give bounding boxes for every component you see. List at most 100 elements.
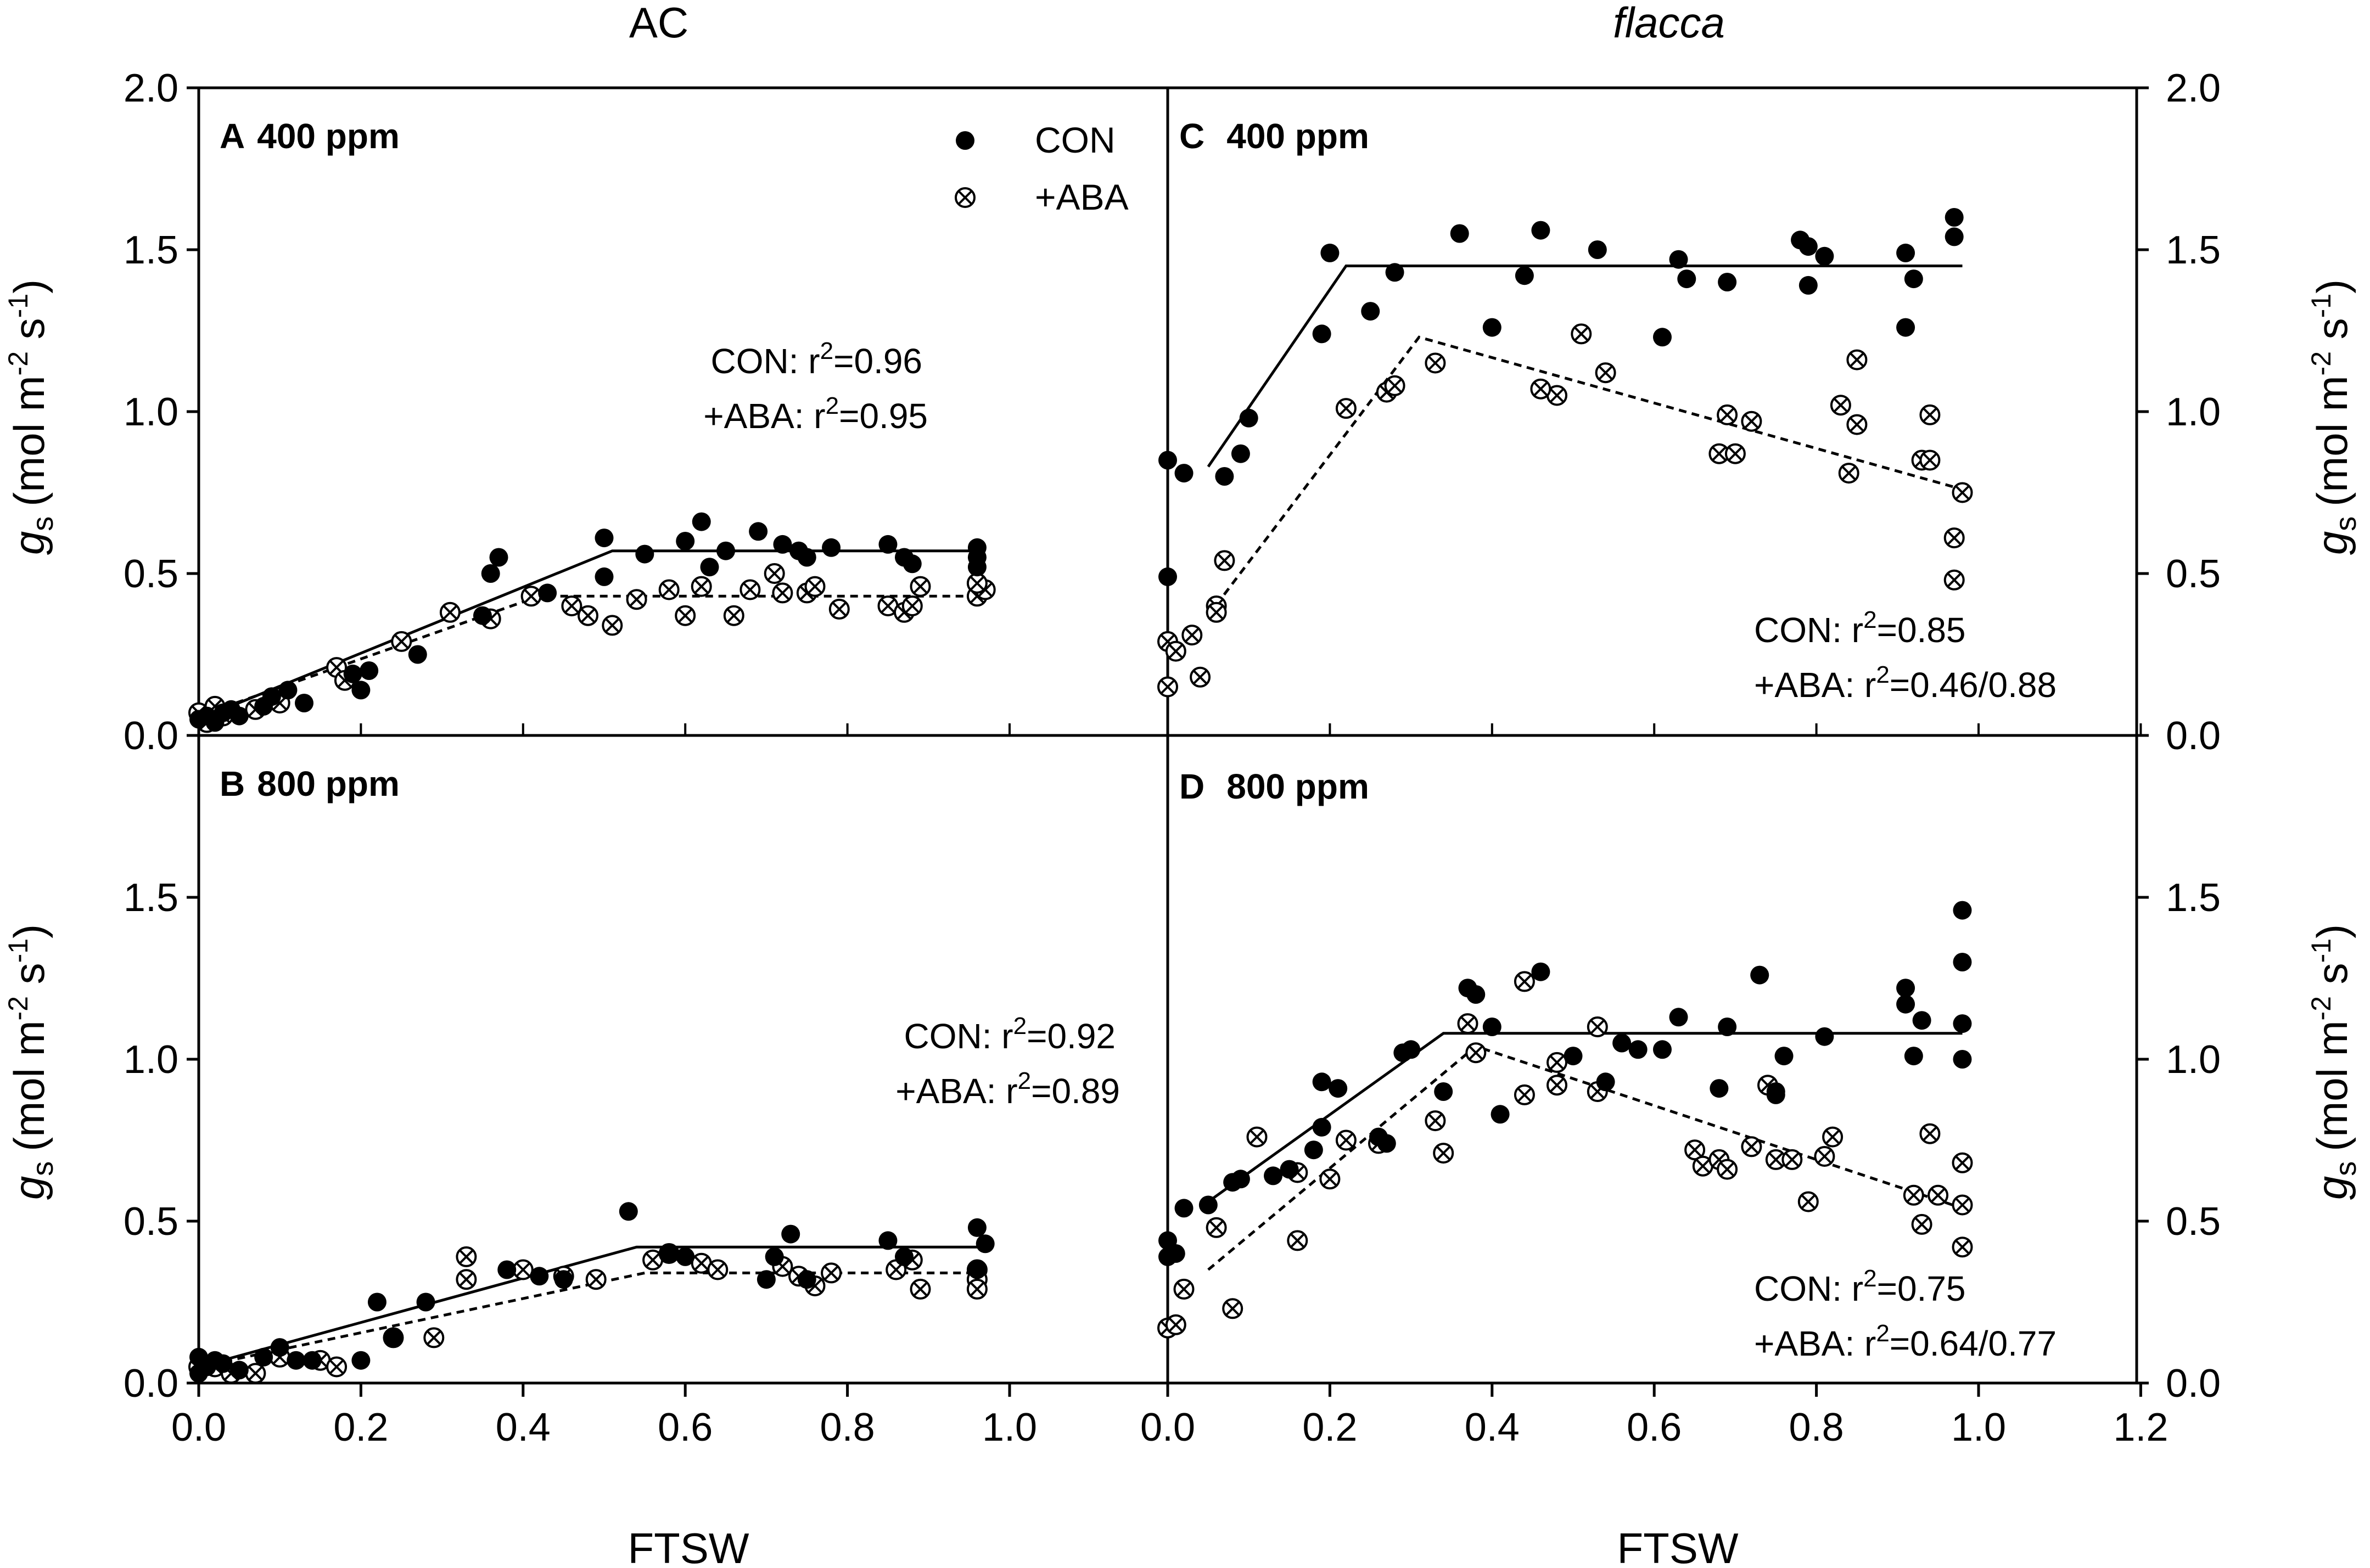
y-title-units: (mol m [5,1020,53,1151]
point-con [1166,1244,1185,1263]
point-aba [1246,1126,1268,1148]
point-aba [691,576,712,597]
point-con [367,1292,386,1312]
x-tick-label: 0.6 [1627,1406,1682,1449]
y-tick-label: 1.5 [124,876,178,920]
y-title-g: g [2308,531,2356,555]
point-con [1531,221,1550,240]
y-title-units: (mol m [2308,375,2356,506]
y-title-close: ) [2308,924,2356,938]
panel-b-title: 800 ppm [257,764,400,803]
point-con [894,1247,914,1266]
y-title-close: ) [5,924,53,938]
stat-b-aba: +ABA: r2=0.89 [895,1067,1120,1111]
point-aba [423,1327,445,1348]
point-aba [1928,1184,1949,1206]
point-aba [1465,1042,1487,1064]
point-aba [1741,1136,1762,1157]
point-con [538,583,557,603]
point-con [1896,243,1915,262]
point-con [1798,237,1818,256]
y-tick-label: 1.5 [2166,228,2221,272]
point-aba [1165,640,1186,662]
point-con [489,548,508,567]
point-con [757,1270,776,1289]
x-tick-label: 1.0 [1951,1406,2006,1449]
point-aba [1190,666,1211,688]
y-title-sub: s [26,516,59,531]
y-title-mid: s [2308,963,2356,996]
stat-d-aba: +ABA: r2=0.64/0.77 [1754,1320,2057,1363]
point-con [1231,1170,1250,1189]
y-tick-label: 0.0 [2166,1362,2221,1406]
point-con [1515,266,1534,285]
svg-text:gs(mol m-2 s-1): gs(mol m-2 s-1) [3,279,59,555]
point-con [1385,263,1404,282]
point-aba [658,579,680,600]
legend-con-label: CON [1035,120,1116,160]
point-con [676,532,695,550]
point-aba [1943,569,1965,591]
point-con [822,538,841,557]
y-tick-label: 0.5 [2166,1200,2221,1244]
x-tick-label: 0.2 [333,1406,388,1449]
point-con [1215,467,1234,486]
point-con [1174,464,1194,483]
y-axis-title-right-bottom: gs(mol m-2 s-1) [2306,924,2362,1200]
point-aba [1181,625,1203,646]
point-aba [1781,1149,1803,1170]
panel-d-frame [1166,734,2138,1385]
y-tick-label: 2.0 [2166,66,2221,110]
x-tick-label: 0.6 [658,1406,713,1449]
point-aba [456,1269,477,1290]
y-tick-label: 2.0 [124,66,178,110]
point-con [554,1270,573,1289]
y-title-g: g [5,531,53,555]
point-aba [561,595,582,616]
point-con [1239,408,1258,428]
point-con [1264,1166,1283,1185]
svg-text:gs(mol m-2 s-1): gs(mol m-2 s-1) [2306,279,2362,555]
panel-b-letter: B [220,764,245,803]
point-con [1320,243,1340,262]
fit-line-con [198,549,985,721]
y-tick-label: 0.0 [124,1362,178,1406]
point-aba [512,1259,534,1280]
point-aba [1319,1168,1341,1190]
point-con [497,1260,517,1279]
point-con [343,664,362,683]
point-aba [326,1356,348,1378]
x-tick-label: 0.4 [496,1406,551,1449]
point-aba [578,605,598,626]
point-aba [1919,1123,1941,1144]
point-con [408,645,427,664]
point-con [1588,240,1607,259]
point-con [773,535,792,554]
point-con [676,1247,695,1266]
point-con [1304,1140,1323,1160]
stat-a-con: CON: r2=0.96 [710,338,922,381]
x-tick-label: 0.2 [1302,1406,1357,1449]
panel-a-label: A 400 ppm [220,116,400,156]
point-con [229,706,249,726]
y-tick-label: 1.0 [2166,1038,2221,1082]
point-aba [1165,1314,1186,1335]
point-aba [1952,482,1973,503]
point-con [1652,1040,1672,1059]
point-con [1491,1105,1510,1124]
point-con [481,564,500,583]
point-con [1628,1040,1648,1059]
y-title-close: ) [5,279,53,294]
y-tick-label: 1.0 [124,390,178,434]
x-tick-label: 1.0 [982,1406,1037,1449]
point-con [351,681,371,700]
point-aba [1911,1213,1932,1235]
x-axis-title-right: FTSW [1617,1524,1739,1568]
point-aba [1214,550,1235,571]
point-con [967,1218,987,1237]
point-aba [804,576,826,597]
point-con [1953,901,1972,920]
point-con [1402,1040,1421,1059]
y-title-g: g [2308,1176,2356,1200]
